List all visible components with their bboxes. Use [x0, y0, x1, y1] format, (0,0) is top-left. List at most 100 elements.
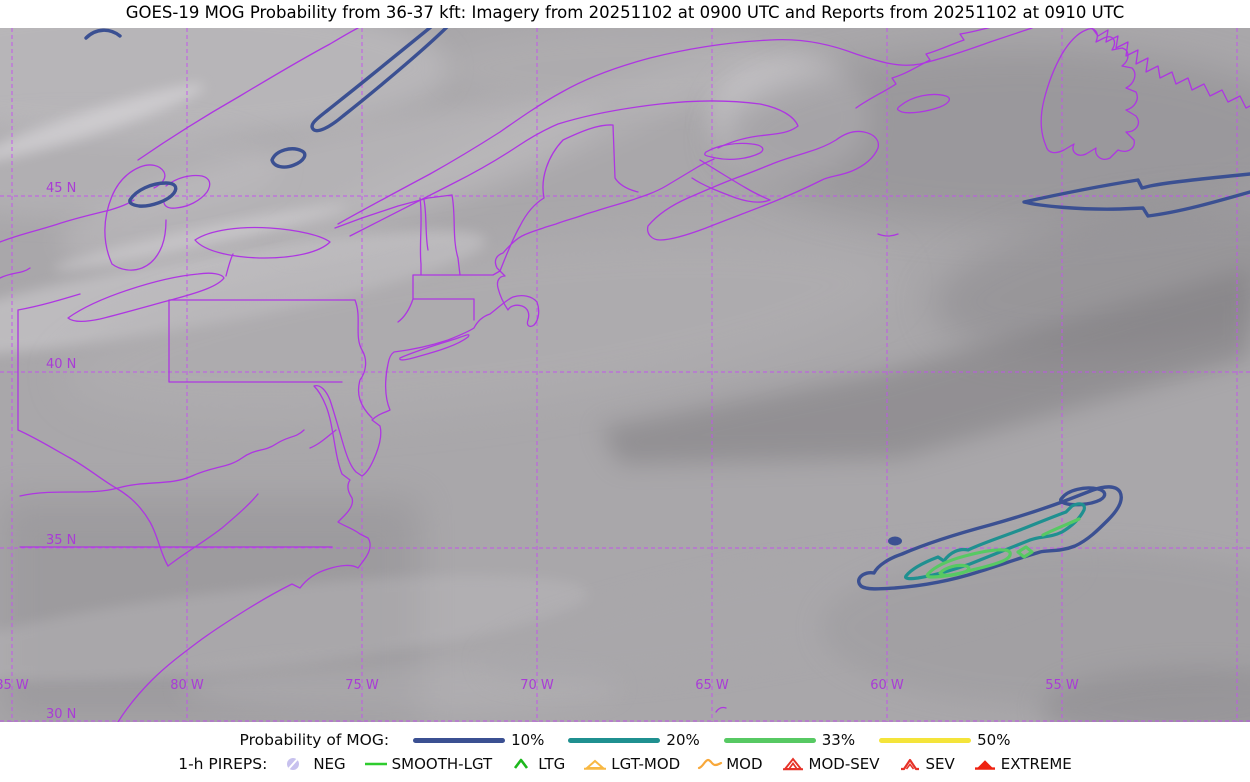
mog-legend-entry: 20%	[568, 731, 700, 749]
mog-legend-entries: 10% 20% 33% 50%	[413, 731, 1010, 749]
pirep-legend-label: 1-h PIREPS:	[178, 755, 268, 773]
left-edge-shore	[0, 267, 31, 279]
lon-label: 55 W	[1045, 678, 1079, 693]
contour-10pct-topleft-edge	[84, 28, 122, 40]
pirep-entry-label: EXTREME	[1000, 755, 1072, 773]
lat-label: 45 N	[46, 181, 76, 196]
long-island	[399, 334, 470, 361]
contour-33pct-inner-loop	[938, 563, 971, 577]
wavy-caret-icon	[698, 758, 723, 770]
contour-10pct-small-oval	[270, 147, 307, 169]
chevron-icon	[514, 758, 529, 769]
lon-label: 75 W	[345, 678, 379, 693]
contour-10pct-right-band	[1022, 172, 1250, 218]
contour-10pct-dot	[888, 536, 902, 546]
lon-label: 65 W	[695, 678, 729, 693]
mog-legend-entry: 33%	[723, 731, 856, 749]
newfoundland	[1040, 28, 1140, 160]
delaware-river	[354, 299, 373, 419]
pirep-entry-label: LTG	[538, 755, 566, 773]
huron-north-shore	[0, 199, 135, 243]
triangle-open-on-line-icon	[584, 759, 607, 770]
map-canvas: 45 N 40 N 35 N 30 N 85 W 80 W 75 W 70 W 65 W 60 W…	[0, 28, 1250, 722]
labrador-coast	[1091, 28, 1250, 109]
st-lawrence-north-shore	[337, 28, 1033, 225]
contour-10pct-main-blob	[856, 485, 1123, 591]
contours-33pct	[925, 517, 1081, 579]
pirep-entry-label: SMOOTH-LGT	[391, 755, 493, 773]
ny-vt-border-champlain	[419, 197, 429, 276]
contours-20pct	[904, 502, 1086, 581]
bermuda	[715, 706, 727, 713]
niagara-river	[225, 253, 234, 277]
contour-10pct-small-oval-ne	[1059, 486, 1107, 507]
grid-labels: 45 N 40 N 35 N 30 N 85 W 80 W 75 W 70 W 65 W 60 W…	[0, 181, 1079, 722]
lon-label: 60 W	[870, 678, 904, 693]
us-east-coastline	[117, 158, 715, 722]
pirep-entry-label: MOD-SEV	[808, 755, 880, 773]
pirep-legend-entry: SEV	[897, 755, 955, 773]
contours-10pct	[84, 28, 1250, 591]
mog-legend-row: Probability of MOG: 10% 20% 33% 50%	[0, 731, 1250, 749]
contour-10pct-hook-band	[310, 28, 449, 133]
wv-va-border	[19, 429, 305, 497]
sable-island	[877, 233, 899, 237]
mog-legend-entry: 10%	[413, 731, 544, 749]
quebec-north-coast	[855, 28, 991, 109]
chevron-footed-icon	[900, 758, 919, 771]
georgian-bay	[163, 174, 211, 209]
us-canada-border	[334, 194, 453, 229]
lat-label: 35 N	[46, 533, 76, 548]
pirep-legend-entries: NEG SMOOTH-LGT LTG LGT-MOD MOD MOD-SEV SEV EXTR…	[284, 755, 1072, 773]
contour-33pct-diamond	[1016, 545, 1034, 559]
mog-swatch-icon	[723, 737, 816, 743]
pirep-legend-entry: NEG	[284, 755, 346, 773]
gridlines	[0, 28, 1250, 722]
lat-label: 40 N	[46, 357, 76, 372]
lon-label: 85 W	[0, 678, 29, 693]
mog-entry-label: 10%	[511, 731, 545, 749]
contour-33pct-streak	[1041, 517, 1081, 537]
prince-edward-island	[704, 142, 764, 160]
vt-nh-border	[451, 194, 461, 276]
pirep-entry-label: SEV	[925, 755, 955, 773]
contour-10pct-georgian-bay	[128, 181, 178, 208]
pirep-legend-entry: EXTREME	[972, 755, 1072, 773]
pirep-legend-entry: LTG	[509, 755, 565, 773]
triangle-chevron-on-line-icon	[782, 757, 803, 771]
pirep-legend-row: 1-h PIREPS: NEG SMOOTH-LGT LTG LGT-MOD MOD MO…	[0, 755, 1250, 773]
ma-borders	[397, 270, 501, 323]
pirep-legend-entry: MOD-SEV	[780, 755, 880, 773]
mog-swatch-icon	[413, 737, 506, 743]
pirep-legend-entry: LGT-MOD	[582, 755, 680, 773]
cloud-shading	[0, 28, 1250, 722]
neg-circle-slash-icon	[287, 758, 300, 770]
lake-ontario	[194, 226, 331, 259]
ottawa-river-border	[137, 28, 359, 161]
pirep-legend-entry: MOD	[697, 755, 763, 773]
page-title: GOES-19 MOG Probability from 36-37 kft: …	[125, 3, 1125, 22]
horizontal-line-icon	[364, 762, 387, 766]
mog-swatch-icon	[879, 737, 972, 743]
lat-label: 30 N	[46, 707, 76, 722]
contour-20pct-blob	[904, 502, 1086, 581]
lon-label: 70 W	[520, 678, 554, 693]
lake-huron	[104, 164, 167, 271]
triangle-filled-on-line-icon	[974, 760, 995, 770]
lake-erie	[67, 272, 225, 323]
ky-wv-border	[167, 493, 259, 567]
anticosti-island	[896, 93, 951, 114]
pirep-legend-entry: SMOOTH-LGT	[363, 755, 493, 773]
contour-33pct-main	[925, 548, 1012, 579]
pa-borders	[168, 299, 356, 383]
mog-entry-label: 20%	[666, 731, 700, 749]
satellite-map: 45 N 40 N 35 N 30 N 85 W 80 W 75 W 70 W 65 W 60 W…	[0, 28, 1250, 722]
bay-of-fundy	[691, 159, 771, 203]
pirep-entry-label: LGT-MOD	[611, 755, 681, 773]
mog-legend-entry: 50%	[879, 731, 1010, 749]
mog-entry-label: 50%	[977, 731, 1011, 749]
mog-entry-label: 33%	[821, 731, 856, 749]
pirep-entry-label: MOD	[726, 755, 763, 773]
chesapeake-potomac	[309, 429, 337, 449]
nova-scotia	[646, 130, 880, 241]
